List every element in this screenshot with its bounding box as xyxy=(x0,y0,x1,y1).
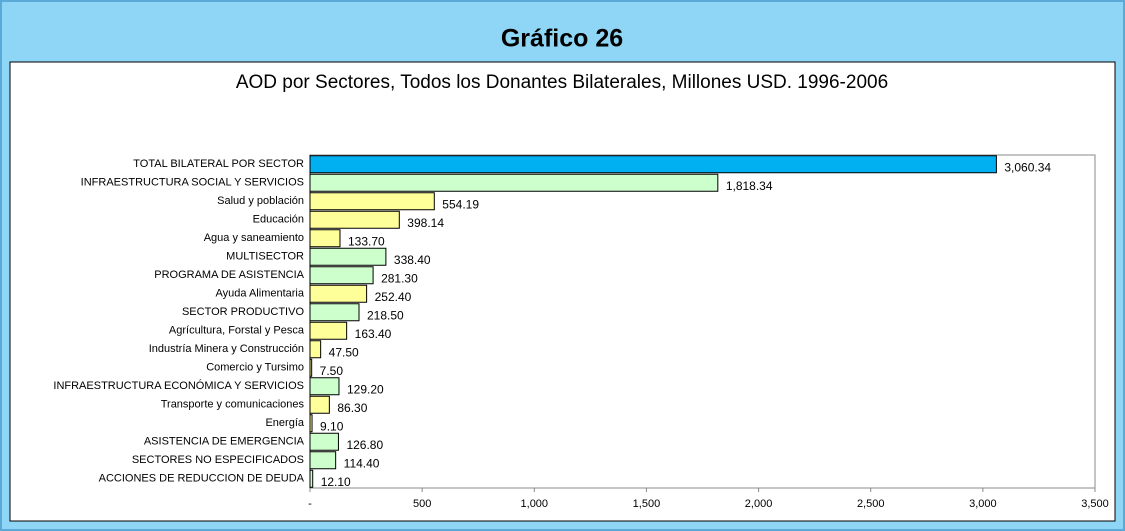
y-tick-label: ACCIONES DE REDUCCION DE DEUDA xyxy=(99,473,305,485)
y-tick-label: MULTISECTOR xyxy=(226,251,304,263)
bar xyxy=(309,358,313,377)
y-tick-label: Ayuda Alimentaria xyxy=(216,288,305,300)
bar xyxy=(309,303,360,322)
chart-subtitle: AOD por Sectores, Todos los Donantes Bil… xyxy=(236,72,888,93)
y-tick-label: Transporte y comunicaciones xyxy=(161,399,305,411)
y-tick-label: PROGRAMA DE ASISTENCIA xyxy=(154,269,304,281)
y-tick-label: Comercio y Tursimo xyxy=(206,362,304,374)
bar xyxy=(309,229,341,248)
bar xyxy=(309,395,330,414)
y-tick-label: Salud y población xyxy=(217,195,304,207)
x-tick-label: 2,000 xyxy=(745,498,773,510)
x-tick-label: 3,000 xyxy=(969,498,997,510)
chart-title: Gráfico 26 xyxy=(501,25,623,53)
value-label: 9.10 xyxy=(320,419,344,433)
bar xyxy=(309,284,368,303)
bar xyxy=(309,192,435,211)
value-label: 133.70 xyxy=(348,234,385,248)
bar xyxy=(309,414,313,433)
bar xyxy=(309,377,340,396)
value-label: 281.30 xyxy=(381,271,418,285)
bar xyxy=(309,469,314,488)
value-label: 252.40 xyxy=(375,290,412,304)
value-label: 86.30 xyxy=(337,401,367,415)
bar xyxy=(309,210,400,229)
bar xyxy=(309,155,997,174)
y-tick-label: ASISTENCIA DE EMERGENCIA xyxy=(144,436,305,448)
value-label: 3,060.34 xyxy=(1004,160,1051,174)
x-tick-label: 1,000 xyxy=(521,498,549,510)
bar xyxy=(309,266,374,285)
value-label: 129.20 xyxy=(347,382,384,396)
panel xyxy=(9,61,1116,522)
x-tick-label: 3,500 xyxy=(1081,498,1109,510)
y-tick-label: Educación xyxy=(253,214,304,226)
value-label: 163.40 xyxy=(355,327,392,341)
value-label: 47.50 xyxy=(329,345,359,359)
x-tick-label: 500 xyxy=(413,498,431,510)
y-tick-label: Industría Minera y Construcción xyxy=(149,343,304,355)
y-tick-label: SECTOR PRODUCTIVO xyxy=(182,306,304,318)
value-label: 554.19 xyxy=(442,197,479,211)
value-label: 218.50 xyxy=(367,308,404,322)
bar xyxy=(309,321,348,340)
value-label: 398.14 xyxy=(407,216,444,230)
value-label: 114.40 xyxy=(344,456,380,470)
bar xyxy=(309,173,719,192)
value-label: 126.80 xyxy=(346,438,383,452)
x-tick-label: - xyxy=(308,498,312,510)
value-label: 12.10 xyxy=(321,475,351,489)
y-tick-label: INFRAESTRUCTURA SOCIAL Y SERVICIOS xyxy=(81,177,304,189)
y-tick-label: TOTAL BILATERAL POR SECTOR xyxy=(133,158,304,170)
y-tick-label: Agrícultura, Forstal y Pesca xyxy=(169,325,305,337)
value-label: 1,818.34 xyxy=(726,179,773,193)
y-tick-label: SECTORES NO ESPECIFICADOS xyxy=(132,454,304,466)
bar xyxy=(309,340,322,359)
bar xyxy=(309,432,339,451)
y-tick-label: Energía xyxy=(265,417,304,429)
x-tick-label: 1,500 xyxy=(633,498,661,510)
value-label: 7.50 xyxy=(320,364,344,378)
value-label: 338.40 xyxy=(394,253,431,267)
bar xyxy=(309,451,337,470)
x-tick-label: 2,500 xyxy=(857,498,885,510)
bar xyxy=(309,247,387,266)
y-tick-label: Agua y saneamiento xyxy=(204,232,304,244)
y-tick-label: INFRAESTRUCTURA ECONÓMICA Y SERVICIOS xyxy=(53,379,304,392)
